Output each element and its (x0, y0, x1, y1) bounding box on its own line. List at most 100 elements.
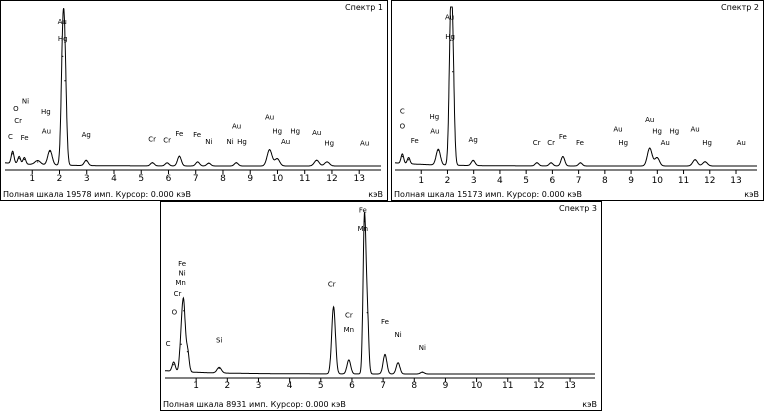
peak-label: Cr (345, 311, 353, 319)
peak-label: Mn (358, 225, 368, 233)
peak-label: Au (312, 129, 321, 137)
peak-label: Cr (148, 136, 156, 144)
peak-label: Cr (328, 281, 336, 289)
peak-label: Ni (205, 138, 212, 146)
peak-label: C (166, 340, 171, 348)
peak-label: Fe (559, 133, 567, 141)
peak-point (186, 351, 189, 353)
x-tick-label: 5 (523, 176, 529, 186)
peak-label: Hg (652, 128, 662, 136)
peak-label: O (172, 309, 178, 317)
peak-label: Mn (175, 279, 185, 287)
peak-label: Cr (533, 139, 541, 147)
peak-label: Mn (344, 326, 354, 334)
peak-point (85, 160, 87, 162)
peak-point (656, 157, 658, 159)
peak-point (450, 39, 452, 41)
x-tick-label: 10 (652, 176, 664, 186)
x-tick-label: 11 (299, 174, 310, 184)
peak-label: Fe (411, 137, 419, 145)
peak-point (366, 312, 368, 314)
peak-label: Ni (394, 331, 401, 339)
peak-label: Hg (670, 128, 680, 136)
x-tick-label: 4 (287, 381, 293, 391)
peak-point (180, 343, 182, 345)
peak-label: Au (232, 123, 241, 131)
status-line: Полная шкала 15173 имп. Курсор: 0.000 кэ… (394, 190, 582, 199)
peak-point (363, 220, 366, 223)
peak-label: Si (216, 336, 222, 344)
peak-label: Cr (14, 117, 22, 125)
peak-label: Au (42, 128, 51, 136)
peak-point (23, 158, 25, 161)
panel-title: Спектр 1 (345, 3, 383, 12)
peak-label: Cr (547, 139, 555, 147)
x-tick-label: 2 (445, 176, 451, 186)
peak-point (401, 155, 403, 158)
x-tick-label: 12 (704, 176, 715, 186)
x-tick-label: 10 (471, 381, 483, 391)
peak-point (183, 310, 185, 312)
peak-point (64, 80, 66, 82)
peak-point (12, 153, 14, 155)
x-tick-label: 2 (224, 381, 230, 391)
peak-label: Au (58, 18, 67, 26)
peak-label: Fe (359, 206, 367, 214)
x-tick-label: 3 (256, 381, 262, 391)
peak-point (62, 55, 64, 57)
x-tick-label: 9 (247, 174, 253, 184)
peak-label: Hg (445, 33, 455, 41)
x-tick-label: 3 (84, 174, 90, 184)
peak-label: Ni (179, 269, 186, 277)
x-tick-label: 6 (166, 174, 172, 184)
peak-point (408, 159, 410, 161)
panel-title: Спектр 2 (721, 3, 759, 12)
peak-label: Ni (22, 97, 29, 105)
peak-label: Cr (163, 136, 171, 144)
peak-point (173, 364, 175, 366)
axis-unit: кэВ (582, 400, 597, 409)
peak-label: C (8, 133, 13, 141)
x-tick-label: 6 (349, 381, 355, 391)
peak-point (472, 160, 474, 162)
x-tick-label: 13 (353, 174, 364, 184)
peak-point (421, 371, 423, 373)
peak-point (550, 162, 552, 164)
peak-label: Au (613, 125, 622, 133)
peak-label: Au (690, 125, 699, 133)
peak-label: Hg (702, 139, 712, 147)
x-tick-label: 8 (602, 176, 608, 186)
x-tick-label: 11 (502, 381, 513, 391)
peak-point (18, 158, 20, 160)
peak-label: O (13, 105, 19, 113)
peak-label: Au (445, 13, 454, 21)
peak-point (562, 155, 564, 158)
axis-unit: кэВ (744, 190, 759, 199)
x-tick-label: 13 (730, 176, 741, 186)
x-tick-label: 3 (471, 176, 477, 186)
status-line: Полная шкала 19578 имп. Курсор: 0.000 кэ… (3, 190, 191, 199)
peak-label: Hg (290, 128, 300, 136)
peak-label: Hg (324, 140, 334, 148)
peak-point (208, 162, 210, 164)
spectrum-line (165, 210, 595, 375)
x-tick-label: 2 (57, 174, 63, 184)
peak-label: Au (737, 139, 746, 147)
peak-point (268, 149, 271, 151)
peak-label: Hg (618, 139, 628, 147)
x-tick-label: 9 (628, 176, 634, 186)
peak-label: Au (430, 128, 439, 136)
peak-label: Au (360, 140, 369, 148)
peak-point (579, 162, 582, 164)
peak-label: C (400, 108, 405, 116)
peak-label: Fe (576, 139, 584, 147)
peak-point (235, 162, 237, 164)
status-line: Полная шкала 8931 имп. Курсор: 0.000 кэВ (163, 400, 346, 409)
peak-label: Fe (175, 130, 183, 138)
x-tick-label: 12 (326, 174, 337, 184)
peak-label: Fe (193, 131, 201, 139)
peak-point (316, 159, 318, 161)
peak-point (37, 161, 39, 163)
